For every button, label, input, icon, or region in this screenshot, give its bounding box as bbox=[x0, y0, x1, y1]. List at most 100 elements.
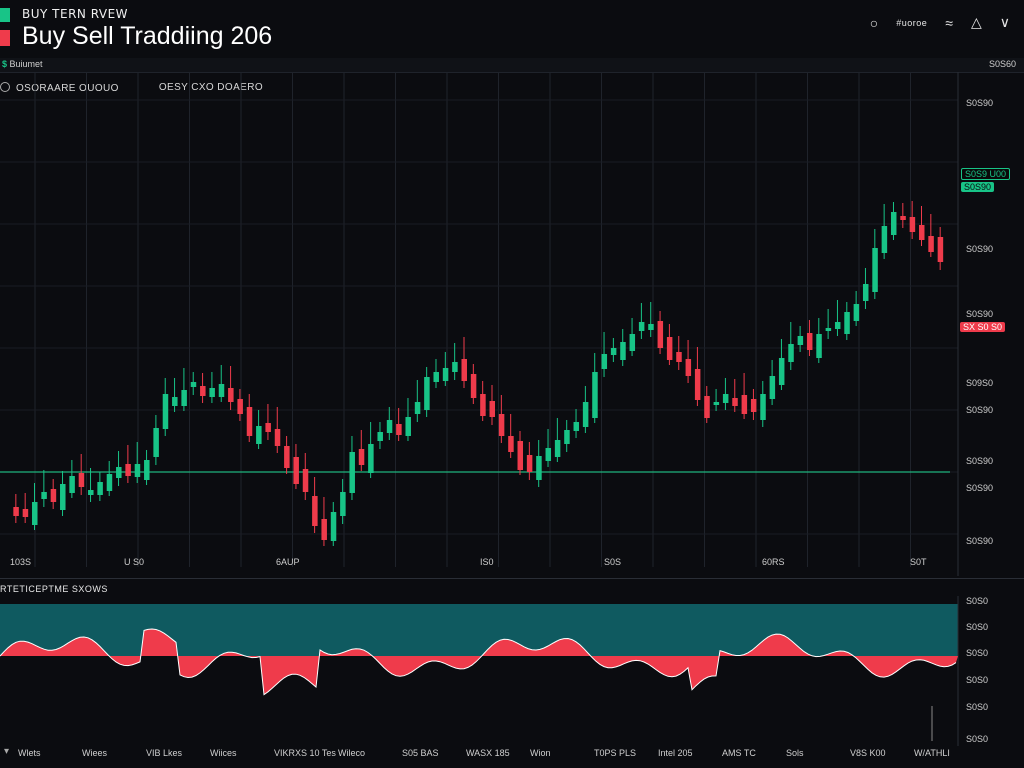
candle-bull bbox=[610, 348, 617, 355]
candle-bear bbox=[470, 374, 477, 398]
price-label: S09S0 bbox=[966, 378, 994, 388]
candle-bull bbox=[778, 358, 785, 385]
candle-bull bbox=[853, 304, 860, 321]
time-label: IS0 bbox=[480, 557, 494, 567]
candle-bull bbox=[442, 368, 449, 381]
bottom-label: V8S K00 bbox=[850, 748, 886, 758]
candle-bull bbox=[256, 426, 262, 444]
collapse-icon[interactable]: ∨ bbox=[999, 14, 1010, 30]
symbol-badge: $ bbox=[2, 59, 8, 69]
candle-bull bbox=[60, 484, 66, 510]
candle-bull bbox=[573, 422, 580, 431]
candle-bull bbox=[414, 402, 421, 414]
candle-bear bbox=[666, 337, 673, 360]
candle-bull bbox=[368, 444, 374, 473]
expand-icon[interactable]: ▾ bbox=[4, 746, 10, 757]
toolbar-icons: ○ #uoroe ≈ △ ∨ bbox=[870, 14, 1010, 31]
candle-bull bbox=[88, 490, 94, 495]
candle-bull bbox=[862, 284, 869, 301]
candle-bull bbox=[452, 362, 458, 372]
alert-icon[interactable]: △ bbox=[970, 14, 982, 30]
wifi-icon[interactable]: ≈ bbox=[945, 14, 953, 31]
time-label: S0T bbox=[910, 557, 927, 567]
candle-bear bbox=[741, 395, 748, 414]
oscillator-line bbox=[0, 628, 957, 696]
info-bar: $ Buiumet S0S60 bbox=[0, 58, 1024, 73]
candle-bear bbox=[937, 237, 944, 262]
brand-mark-bear bbox=[0, 30, 10, 46]
candle-bear bbox=[704, 396, 710, 418]
bottom-label: T0PS PLS bbox=[594, 748, 637, 758]
candle-bear bbox=[312, 496, 318, 526]
bottom-label: Sols bbox=[786, 748, 804, 758]
candle-bear bbox=[461, 359, 467, 381]
candle-bull bbox=[648, 324, 654, 330]
candle-bull bbox=[629, 334, 636, 351]
indicator-label: S0S0 bbox=[966, 702, 989, 712]
price-readout: S0S60 bbox=[988, 59, 1016, 69]
ohlc-legend: OSORAARE OUOUO OESY CXO DOAERO bbox=[0, 82, 263, 94]
candle-bull bbox=[181, 390, 187, 406]
candle-bull bbox=[424, 377, 430, 410]
chart-grid bbox=[0, 72, 958, 567]
bottom-label: Wiees bbox=[82, 748, 108, 758]
symbol-text: Buiumet bbox=[9, 59, 43, 69]
candle-bull bbox=[41, 492, 47, 499]
page-title: Buy Sell Traddiing 206 bbox=[22, 22, 273, 50]
candle-bull bbox=[582, 402, 589, 427]
price-label: S0S90 bbox=[966, 456, 994, 466]
candle-bull bbox=[713, 402, 720, 405]
price-label: S0S90 bbox=[966, 483, 994, 493]
menu-icon[interactable]: #uoroe bbox=[896, 17, 928, 28]
indicator-label: S0S0 bbox=[966, 622, 989, 632]
candle-bear bbox=[396, 424, 402, 435]
candlestick-chart[interactable] bbox=[0, 72, 1024, 576]
candle-bear bbox=[284, 446, 290, 468]
time-label: 103S bbox=[10, 557, 32, 567]
price-label: S0S90 bbox=[966, 244, 994, 254]
candle-bear bbox=[806, 333, 813, 350]
candle-bull bbox=[760, 394, 766, 420]
ohlc-left[interactable]: OSORAARE OUOUO bbox=[0, 82, 119, 94]
panel-divider bbox=[0, 578, 1024, 579]
bottom-label: VIB Lkes bbox=[146, 748, 183, 758]
visibility-icon[interactable] bbox=[0, 82, 10, 92]
candle-bear bbox=[125, 464, 131, 476]
candle-bull bbox=[162, 394, 169, 429]
candle-bull bbox=[377, 432, 383, 441]
candle-bear bbox=[358, 449, 365, 465]
candle-bear bbox=[50, 489, 57, 502]
candle-bull bbox=[349, 452, 355, 493]
candle-bull bbox=[536, 456, 542, 480]
candle-bull bbox=[330, 512, 337, 541]
candle-bear bbox=[526, 455, 533, 472]
candle-bull bbox=[545, 448, 552, 461]
indicator-chart[interactable] bbox=[0, 596, 1024, 746]
candle-bear bbox=[517, 441, 524, 470]
ohlc-left-text: OSORAARE OUOUO bbox=[16, 83, 119, 94]
time-label: 6AUP bbox=[276, 557, 300, 567]
candle-bull bbox=[890, 212, 897, 235]
candle-bear bbox=[200, 386, 206, 396]
candle-bear bbox=[265, 423, 271, 432]
candle-bull bbox=[32, 502, 38, 525]
candle-bull bbox=[844, 312, 850, 334]
candle-bull bbox=[69, 476, 75, 493]
bottom-label: Wileco bbox=[338, 748, 366, 758]
candle-bear bbox=[302, 469, 309, 492]
candle-bull bbox=[97, 482, 103, 495]
candle-bull bbox=[386, 420, 393, 433]
candle-bull bbox=[601, 354, 608, 369]
candle-bull bbox=[881, 226, 888, 253]
search-icon[interactable]: ○ bbox=[869, 14, 879, 31]
candle-bull bbox=[134, 464, 141, 477]
top-bar bbox=[0, 0, 1024, 58]
candle-bull bbox=[172, 397, 178, 406]
candle-bull bbox=[816, 334, 822, 358]
candle-bear bbox=[274, 429, 281, 446]
candle-bear bbox=[293, 457, 299, 484]
candle-bear bbox=[909, 217, 916, 232]
indicator-label: S0S0 bbox=[966, 734, 989, 744]
candle-bull bbox=[797, 336, 804, 345]
candle-bear bbox=[694, 369, 701, 400]
